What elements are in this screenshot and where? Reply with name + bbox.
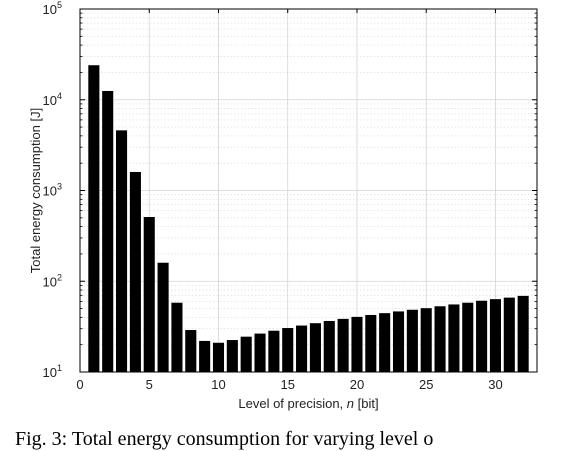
x-tick-label: 20 — [350, 377, 364, 392]
bar — [309, 323, 321, 372]
bar — [406, 309, 418, 372]
bar — [254, 333, 266, 372]
bar — [226, 340, 238, 372]
y-tick-label: 101 — [43, 363, 62, 380]
bar — [476, 300, 488, 372]
x-tick-label: 5 — [146, 377, 153, 392]
y-axis: 101 102 103 104 105 — [43, 0, 537, 380]
y-axis-label: Total energy consumption [J] — [28, 108, 43, 273]
y-tick-label: 105 — [43, 0, 62, 17]
x-tick-label: 15 — [280, 377, 294, 392]
bars — [88, 65, 529, 373]
bar — [102, 90, 114, 372]
bar — [116, 130, 128, 372]
bar — [365, 314, 377, 372]
bar — [171, 302, 183, 372]
bar — [129, 171, 141, 372]
x-tick-label: 10 — [211, 377, 225, 392]
bar — [240, 336, 252, 372]
figure-caption: Fig. 3: Total energy consumption for var… — [15, 428, 434, 450]
bar — [268, 330, 280, 372]
bar — [489, 299, 501, 372]
x-axis: 0 5 10 15 20 25 30 — [76, 9, 503, 392]
bar — [351, 316, 363, 372]
y-tick-label: 104 — [43, 91, 62, 108]
bar — [503, 297, 515, 372]
bar — [199, 340, 211, 372]
bar — [323, 320, 335, 372]
bar — [392, 311, 405, 372]
bar — [143, 217, 155, 372]
bar — [448, 304, 460, 372]
bar — [517, 295, 529, 372]
grid-lines — [80, 9, 537, 372]
y-tick-label: 103 — [43, 182, 62, 199]
x-axis-label: Level of precision, n [bit] — [238, 396, 378, 411]
x-tick-label: 0 — [76, 377, 83, 392]
bar — [379, 313, 391, 372]
bar — [282, 328, 294, 372]
bar — [296, 325, 308, 372]
bar — [420, 308, 432, 372]
bar — [157, 262, 169, 372]
bar — [434, 306, 446, 372]
bar — [212, 342, 225, 372]
bar — [337, 318, 349, 372]
y-tick-label: 102 — [43, 272, 62, 289]
bar — [462, 302, 474, 372]
x-tick-label: 30 — [488, 377, 502, 392]
bar-chart: 0 5 10 15 20 25 30 101 102 103 104 105 Level of pr… — [28, 0, 538, 411]
x-tick-label: 25 — [419, 377, 433, 392]
bar — [88, 65, 100, 373]
bar — [185, 330, 197, 372]
